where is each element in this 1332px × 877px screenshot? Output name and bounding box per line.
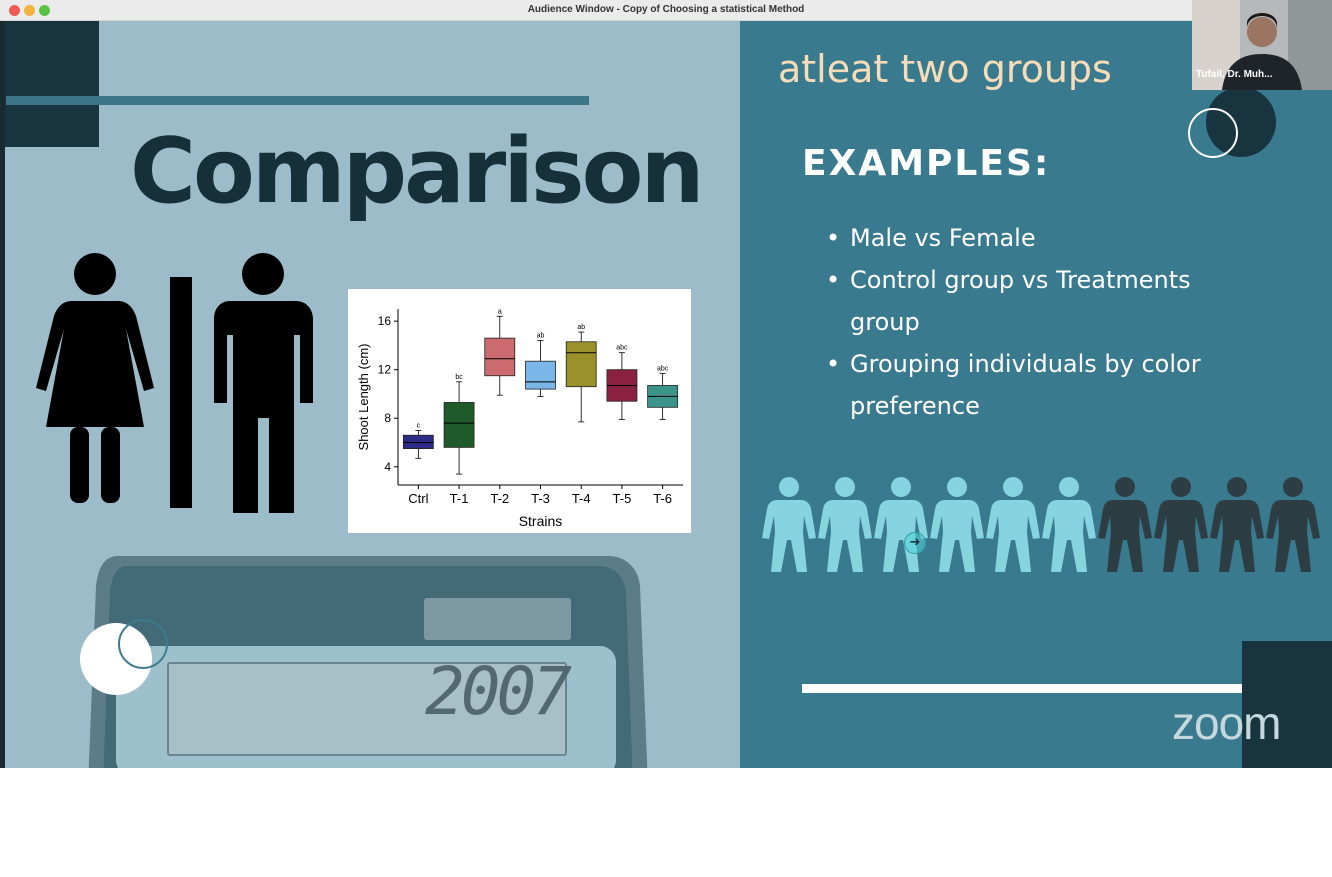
- window-title: Audience Window - Copy of Choosing a sta…: [527, 4, 805, 15]
- participant-name: Tufail, Dr. Muh...: [1196, 69, 1273, 80]
- woman-body-icon: [36, 301, 154, 427]
- shared-slide: Comparison 4 8 12 16 Shoot Length (cm) Strain…: [0, 21, 1332, 768]
- person-icon: [1042, 477, 1096, 572]
- examples-list: Male vs Female Control group vs Treatmen…: [826, 217, 1226, 427]
- significance-letters: bc: [455, 374, 463, 381]
- person-icon: [1266, 477, 1320, 572]
- x-tick-label: T-3: [531, 491, 550, 506]
- box-Ctrl: [402, 434, 434, 449]
- x-tick-label: T-6: [653, 491, 672, 506]
- title-bar: Audience Window - Copy of Choosing a sta…: [0, 0, 1332, 21]
- shared-pointer-icon: ➜: [904, 532, 926, 554]
- person-icon: [874, 477, 928, 572]
- significance-letters: a: [498, 308, 502, 315]
- significance-letters: c: [417, 422, 421, 429]
- x-axis-label: Strains: [519, 513, 563, 529]
- box-T-3: [525, 360, 556, 390]
- bottom-white-rule: [802, 684, 1332, 693]
- example-item: Control group vs Treatments group: [826, 259, 1226, 343]
- x-tick-label: T-5: [613, 491, 632, 506]
- top-teal-rule: [6, 96, 589, 105]
- slide-left-frame: [0, 21, 5, 768]
- person-icon: [1098, 477, 1152, 572]
- man-head-icon: [242, 253, 284, 295]
- person-icon: [1210, 477, 1264, 572]
- box-T-1: [443, 402, 475, 448]
- divider-bar: [170, 277, 192, 508]
- significance-letters: abc: [616, 345, 628, 352]
- y-axis-label: Shoot Length (cm): [356, 344, 371, 451]
- decorative-ring-circle: [118, 619, 168, 669]
- x-tick-label: Ctrl: [408, 491, 428, 506]
- right-panel: atleat two groups EXAMPLES: Male vs Fema…: [740, 21, 1332, 768]
- y-tick-label: 16: [378, 314, 392, 328]
- minimize-window-button[interactable]: [24, 5, 35, 16]
- y-tick-label: 12: [378, 363, 392, 377]
- person-icon: [818, 477, 872, 572]
- example-item: Grouping individuals by color preference: [826, 343, 1226, 427]
- slide-heading: Comparison: [130, 119, 705, 224]
- decorative-white-ring: [1188, 108, 1238, 158]
- close-window-button[interactable]: [9, 5, 20, 16]
- zoom-logo: zoom: [1172, 697, 1281, 749]
- significance-letters: ab: [537, 333, 545, 340]
- calculator-image: [88, 556, 648, 768]
- boxplot-chart-card: 4 8 12 16 Shoot Length (cm) Strains c Ctrl bc T-1…: [348, 289, 691, 533]
- people-row-icons: [762, 477, 1320, 572]
- person-icon: [1154, 477, 1208, 572]
- dark-corner-block: [5, 21, 99, 147]
- zoom-window-button[interactable]: [39, 5, 50, 16]
- participant-video-tile[interactable]: Tufail, Dr. Muh...: [1192, 0, 1332, 90]
- significance-letters: ab: [577, 324, 585, 331]
- x-tick-label: T-4: [572, 491, 591, 506]
- box-T-4: [565, 341, 597, 388]
- man-body-icon: [214, 301, 313, 513]
- example-item: Male vs Female: [826, 217, 1226, 259]
- person-icon: [930, 477, 984, 572]
- significance-letters: abc: [657, 365, 669, 372]
- restroom-figures-icon: [36, 253, 313, 513]
- calculator-display-digits: 2007: [425, 653, 572, 730]
- examples-heading: EXAMPLES:: [802, 143, 1051, 184]
- x-tick-label: T-2: [490, 491, 509, 506]
- x-tick-label: T-1: [450, 491, 469, 506]
- woman-head-icon: [74, 253, 116, 295]
- participant-video-frame: [1192, 0, 1332, 90]
- person-icon: [986, 477, 1040, 572]
- boxplot-chart: 4 8 12 16 Shoot Length (cm) Strains c Ctrl bc T-1…: [356, 308, 683, 529]
- box-T-2: [484, 337, 516, 377]
- y-tick-label: 4: [384, 460, 391, 474]
- y-tick-label: 8: [384, 411, 391, 425]
- dark-corner-block-right: [1242, 641, 1332, 768]
- person-icon: [762, 477, 816, 572]
- slide-subtitle: atleat two groups: [778, 47, 1112, 91]
